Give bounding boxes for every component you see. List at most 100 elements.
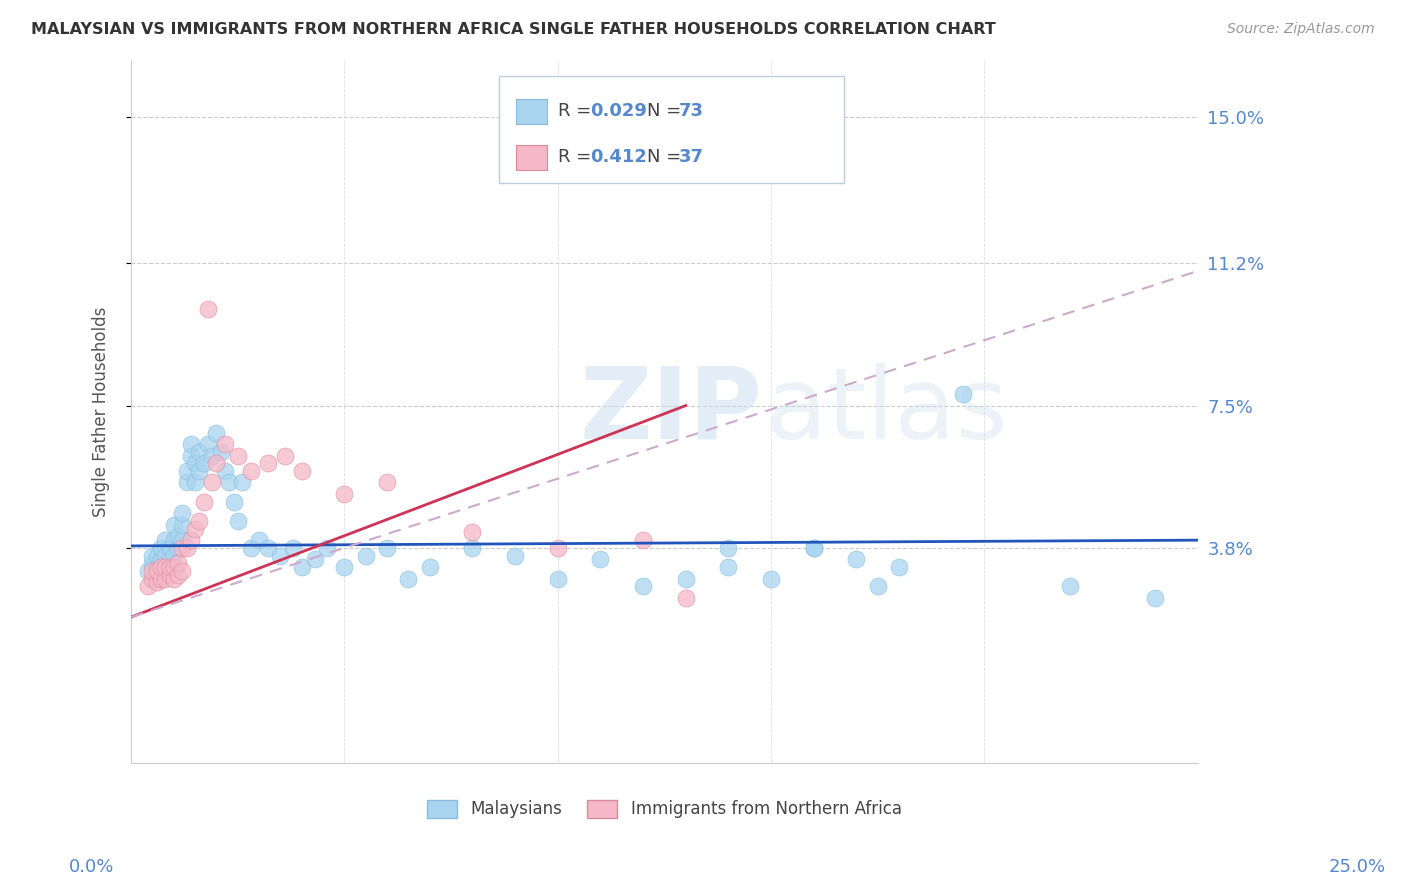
Point <box>952 387 974 401</box>
Point <box>547 541 569 555</box>
Point <box>197 302 219 317</box>
Text: 25.0%: 25.0% <box>1329 858 1385 876</box>
Point <box>201 475 224 490</box>
Point <box>155 560 177 574</box>
Text: R =: R = <box>558 102 598 120</box>
Point <box>163 560 186 574</box>
Point <box>163 533 186 548</box>
Point <box>163 560 186 574</box>
Point <box>226 449 249 463</box>
Point <box>163 517 186 532</box>
Point <box>167 541 190 555</box>
Point <box>145 575 167 590</box>
Point <box>163 549 186 563</box>
Point <box>218 475 240 490</box>
Point <box>141 549 163 563</box>
Point <box>167 529 190 543</box>
Point <box>155 549 177 563</box>
Point <box>141 564 163 578</box>
Legend: Malaysians, Immigrants from Northern Africa: Malaysians, Immigrants from Northern Afr… <box>420 793 908 825</box>
Text: 0.029: 0.029 <box>591 102 647 120</box>
Point <box>214 464 236 478</box>
Point <box>274 449 297 463</box>
Text: R =: R = <box>558 148 598 166</box>
Point <box>176 475 198 490</box>
Point <box>150 541 173 555</box>
Point <box>589 552 612 566</box>
Point <box>205 456 228 470</box>
Text: 0.412: 0.412 <box>591 148 647 166</box>
Point <box>172 564 194 578</box>
Point <box>197 437 219 451</box>
Point <box>226 514 249 528</box>
Point <box>176 464 198 478</box>
Text: 0.0%: 0.0% <box>69 858 114 876</box>
Point <box>150 560 173 574</box>
Point <box>188 514 211 528</box>
Point <box>184 456 207 470</box>
Text: MALAYSIAN VS IMMIGRANTS FROM NORTHERN AFRICA SINGLE FATHER HOUSEHOLDS CORRELATIO: MALAYSIAN VS IMMIGRANTS FROM NORTHERN AF… <box>31 22 995 37</box>
Point <box>145 572 167 586</box>
Point <box>675 572 697 586</box>
Point <box>887 560 910 574</box>
Point <box>155 560 177 574</box>
Point <box>159 552 181 566</box>
Point <box>461 541 484 555</box>
Point <box>291 560 314 574</box>
Point <box>239 541 262 555</box>
Point <box>155 572 177 586</box>
Point <box>184 475 207 490</box>
Point <box>333 487 356 501</box>
Point <box>845 552 868 566</box>
Point <box>333 560 356 574</box>
Point <box>155 533 177 548</box>
Point <box>159 567 181 582</box>
Point <box>247 533 270 548</box>
Point <box>291 464 314 478</box>
Point <box>172 517 194 532</box>
Text: ZIP: ZIP <box>579 363 762 460</box>
Point <box>159 560 181 574</box>
Point <box>503 549 526 563</box>
Point <box>866 579 889 593</box>
Text: 73: 73 <box>679 102 704 120</box>
Point <box>759 572 782 586</box>
Point <box>269 549 291 563</box>
Point <box>304 552 326 566</box>
Point <box>803 541 825 555</box>
Point <box>159 541 181 555</box>
Point <box>256 456 278 470</box>
Point <box>150 572 173 586</box>
Point <box>167 567 190 582</box>
Text: N =: N = <box>647 102 686 120</box>
Point <box>375 475 398 490</box>
Point <box>172 506 194 520</box>
Point <box>193 456 215 470</box>
Point <box>205 425 228 440</box>
Point <box>396 572 419 586</box>
Point <box>631 579 654 593</box>
Point <box>239 464 262 478</box>
Point <box>1059 579 1081 593</box>
Point <box>375 541 398 555</box>
Point <box>180 437 202 451</box>
Text: N =: N = <box>647 148 686 166</box>
Point <box>176 541 198 555</box>
Point <box>188 464 211 478</box>
Point <box>150 552 173 566</box>
Point <box>631 533 654 548</box>
Point <box>316 541 339 555</box>
Point <box>231 475 253 490</box>
Point <box>145 549 167 563</box>
Point <box>256 541 278 555</box>
Point <box>163 572 186 586</box>
Point <box>180 449 202 463</box>
Point <box>180 533 202 548</box>
Text: 37: 37 <box>679 148 704 166</box>
Point <box>717 541 740 555</box>
Point <box>201 449 224 463</box>
Point <box>461 525 484 540</box>
Point <box>209 444 232 458</box>
Point <box>354 549 377 563</box>
Text: Source: ZipAtlas.com: Source: ZipAtlas.com <box>1227 22 1375 37</box>
